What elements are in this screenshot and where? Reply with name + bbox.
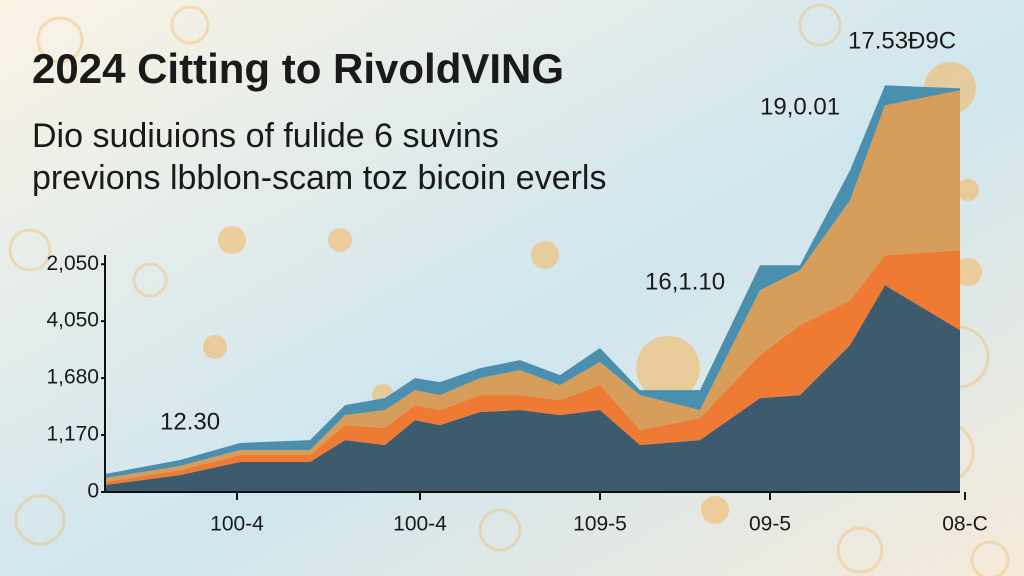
y-tick-label: 1,170: [46, 423, 99, 446]
x-tick-label: 08-C: [942, 513, 988, 536]
subtitle: previons lbblon-scam toz bicoin everls: [32, 159, 606, 197]
subtitle: Dio sudiuions of fulide 6 suvins: [32, 117, 499, 155]
annotation: 16,1.10: [645, 268, 725, 295]
y-tick-label: 0: [87, 480, 99, 503]
area: [105, 85, 960, 478]
annotation: 17.53Đ9C: [848, 27, 956, 54]
annotation: 12.30: [160, 408, 220, 435]
y-tick-label: 1,680: [46, 366, 99, 389]
plot: 0 1,170 1,680 4,050 2,050 100-4 100-4 109-5 09-5…: [46, 85, 988, 536]
annotation: 19,0.01: [760, 93, 840, 120]
x-tick-label: 100-4: [210, 513, 264, 536]
area: [105, 285, 960, 492]
chart-title: 2024 Citting to RivoldVING: [32, 45, 564, 92]
x-tick-label: 100-4: [393, 513, 447, 536]
x-tick-label: 109-5: [573, 513, 627, 536]
y-tick-label: 4,050: [46, 309, 99, 332]
area: [105, 250, 960, 485]
area: [105, 90, 960, 482]
x-tick-label: 09-5: [749, 513, 791, 536]
y-tick-label: 2,050: [46, 252, 99, 275]
